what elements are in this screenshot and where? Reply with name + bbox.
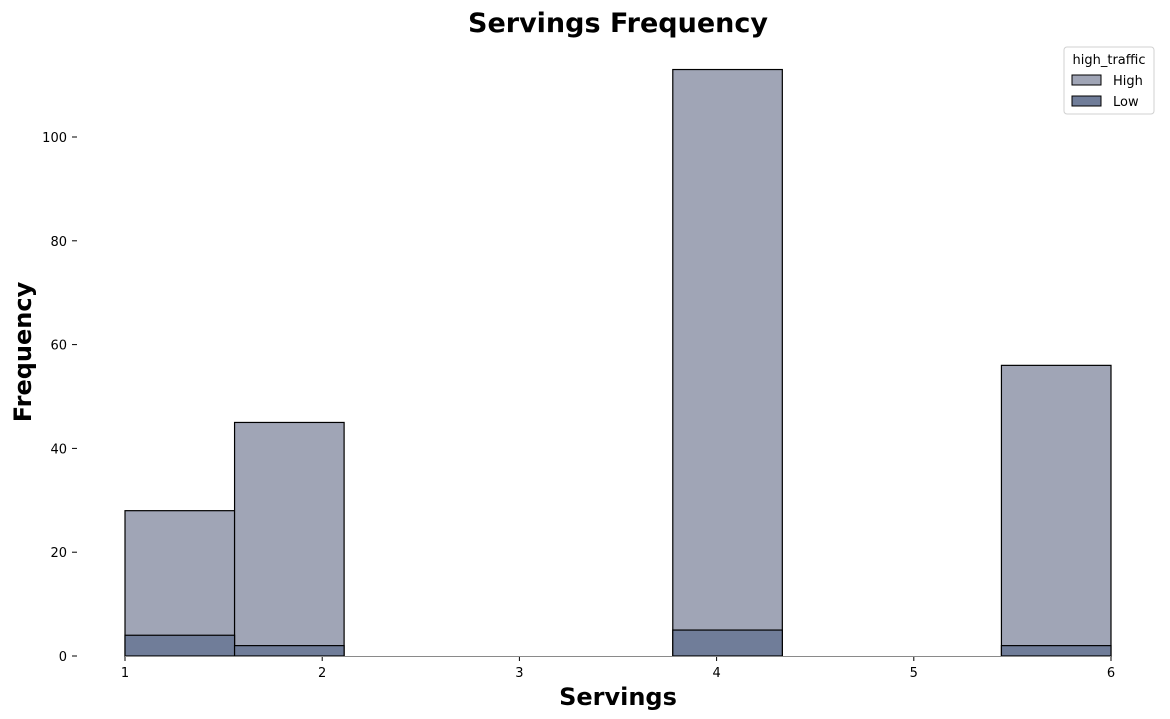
y-axis-ticks: 0 20 40 60 80 100 — [42, 131, 77, 665]
legend-label-high: High — [1113, 74, 1143, 89]
y-tick-label-20: 20 — [50, 546, 67, 561]
x-tick-label-3: 3 — [515, 666, 523, 681]
bar-high-2 — [672, 68, 783, 657]
legend-label-low: Low — [1113, 95, 1139, 110]
x-axis-ticks: 1 2 3 4 5 6 — [121, 656, 1115, 681]
bar-low-1 — [233, 645, 345, 657]
x-tick-label-5: 5 — [910, 666, 918, 681]
y-tick-label-40: 40 — [50, 442, 67, 457]
bar-low-3 — [1000, 645, 1112, 657]
legend-title: high_traffic — [1073, 53, 1146, 68]
x-axis-label: Servings — [559, 683, 677, 711]
bar-low-0 — [124, 634, 236, 657]
legend: high_traffic High Low — [1063, 46, 1155, 115]
legend-swatch-high — [1071, 74, 1102, 86]
bar-high-3 — [1000, 364, 1112, 657]
y-tick-label-60: 60 — [50, 339, 67, 354]
bar-high-0 — [124, 510, 236, 657]
y-tick-label-80: 80 — [50, 235, 67, 250]
x-tick-label-2: 2 — [318, 666, 326, 681]
legend-swatch-low — [1071, 95, 1102, 107]
x-tick-label-6: 6 — [1107, 666, 1115, 681]
y-axis-label: Frequency — [9, 281, 37, 422]
bar-low-2 — [672, 629, 783, 657]
bar-high-1 — [233, 421, 345, 657]
plot-area — [124, 68, 1112, 657]
y-tick-label-0: 0 — [59, 650, 67, 665]
y-tick-label-100: 100 — [42, 131, 67, 146]
x-tick-label-4: 4 — [712, 666, 720, 681]
chart-title: Servings Frequency — [468, 8, 768, 39]
x-tick-label-1: 1 — [121, 666, 129, 681]
